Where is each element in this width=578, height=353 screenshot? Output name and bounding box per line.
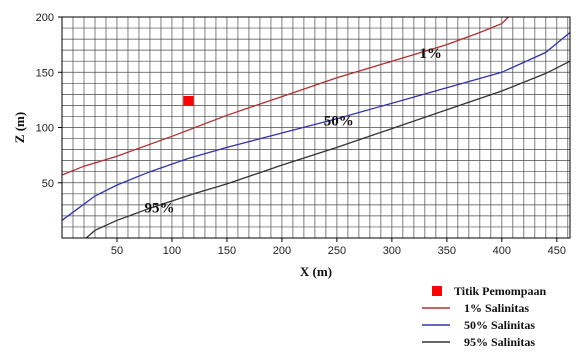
x-tick-label: 250 — [328, 245, 346, 257]
legend-label: 1% Salinitas — [464, 301, 529, 315]
grid — [62, 17, 570, 238]
x-tick-label: 400 — [493, 245, 511, 257]
x-tick-label: 50 — [111, 245, 123, 257]
x-tick-label: 300 — [383, 245, 401, 257]
curve-annotation: 50% — [324, 113, 354, 129]
ticks: 50 100 150 200 250 300 350 400 450 50 100 150 200 — [36, 12, 566, 257]
series-line-1-salinitas — [61, 16, 509, 176]
legend-label: 50% Salinitas — [464, 318, 535, 332]
curve-annotation: 1% — [419, 46, 442, 62]
x-tick-label: 200 — [273, 245, 291, 257]
y-tick-label: 100 — [36, 123, 54, 135]
y-tick-label: 50 — [42, 178, 54, 190]
curve-annotation: 95% — [144, 201, 174, 217]
x-axis-label: X (m) — [300, 264, 332, 279]
series-layer — [61, 16, 571, 239]
x-tick-label: 100 — [163, 245, 181, 257]
y-tick-label: 200 — [36, 12, 54, 24]
legend-label: 95% Salinitas — [464, 335, 535, 349]
x-tick-label: 150 — [218, 245, 236, 257]
x-tick-label: 450 — [548, 245, 566, 257]
series-line-95-salinitas — [85, 60, 571, 239]
legend-label: Titik Pemompaan — [454, 284, 546, 298]
series-line-50-salinitas — [61, 31, 571, 221]
x-tick-label: 350 — [438, 245, 456, 257]
legend-marker-icon — [432, 286, 442, 296]
pumping-point-marker — [183, 95, 194, 106]
y-tick-label: 150 — [36, 67, 54, 79]
annotations: 1% 50% 95% — [144, 46, 441, 217]
y-axis-label: Z (m) — [12, 112, 27, 143]
legend: Titik Pemompaan 1% Salinitas 50% Salinitas… — [422, 284, 546, 349]
